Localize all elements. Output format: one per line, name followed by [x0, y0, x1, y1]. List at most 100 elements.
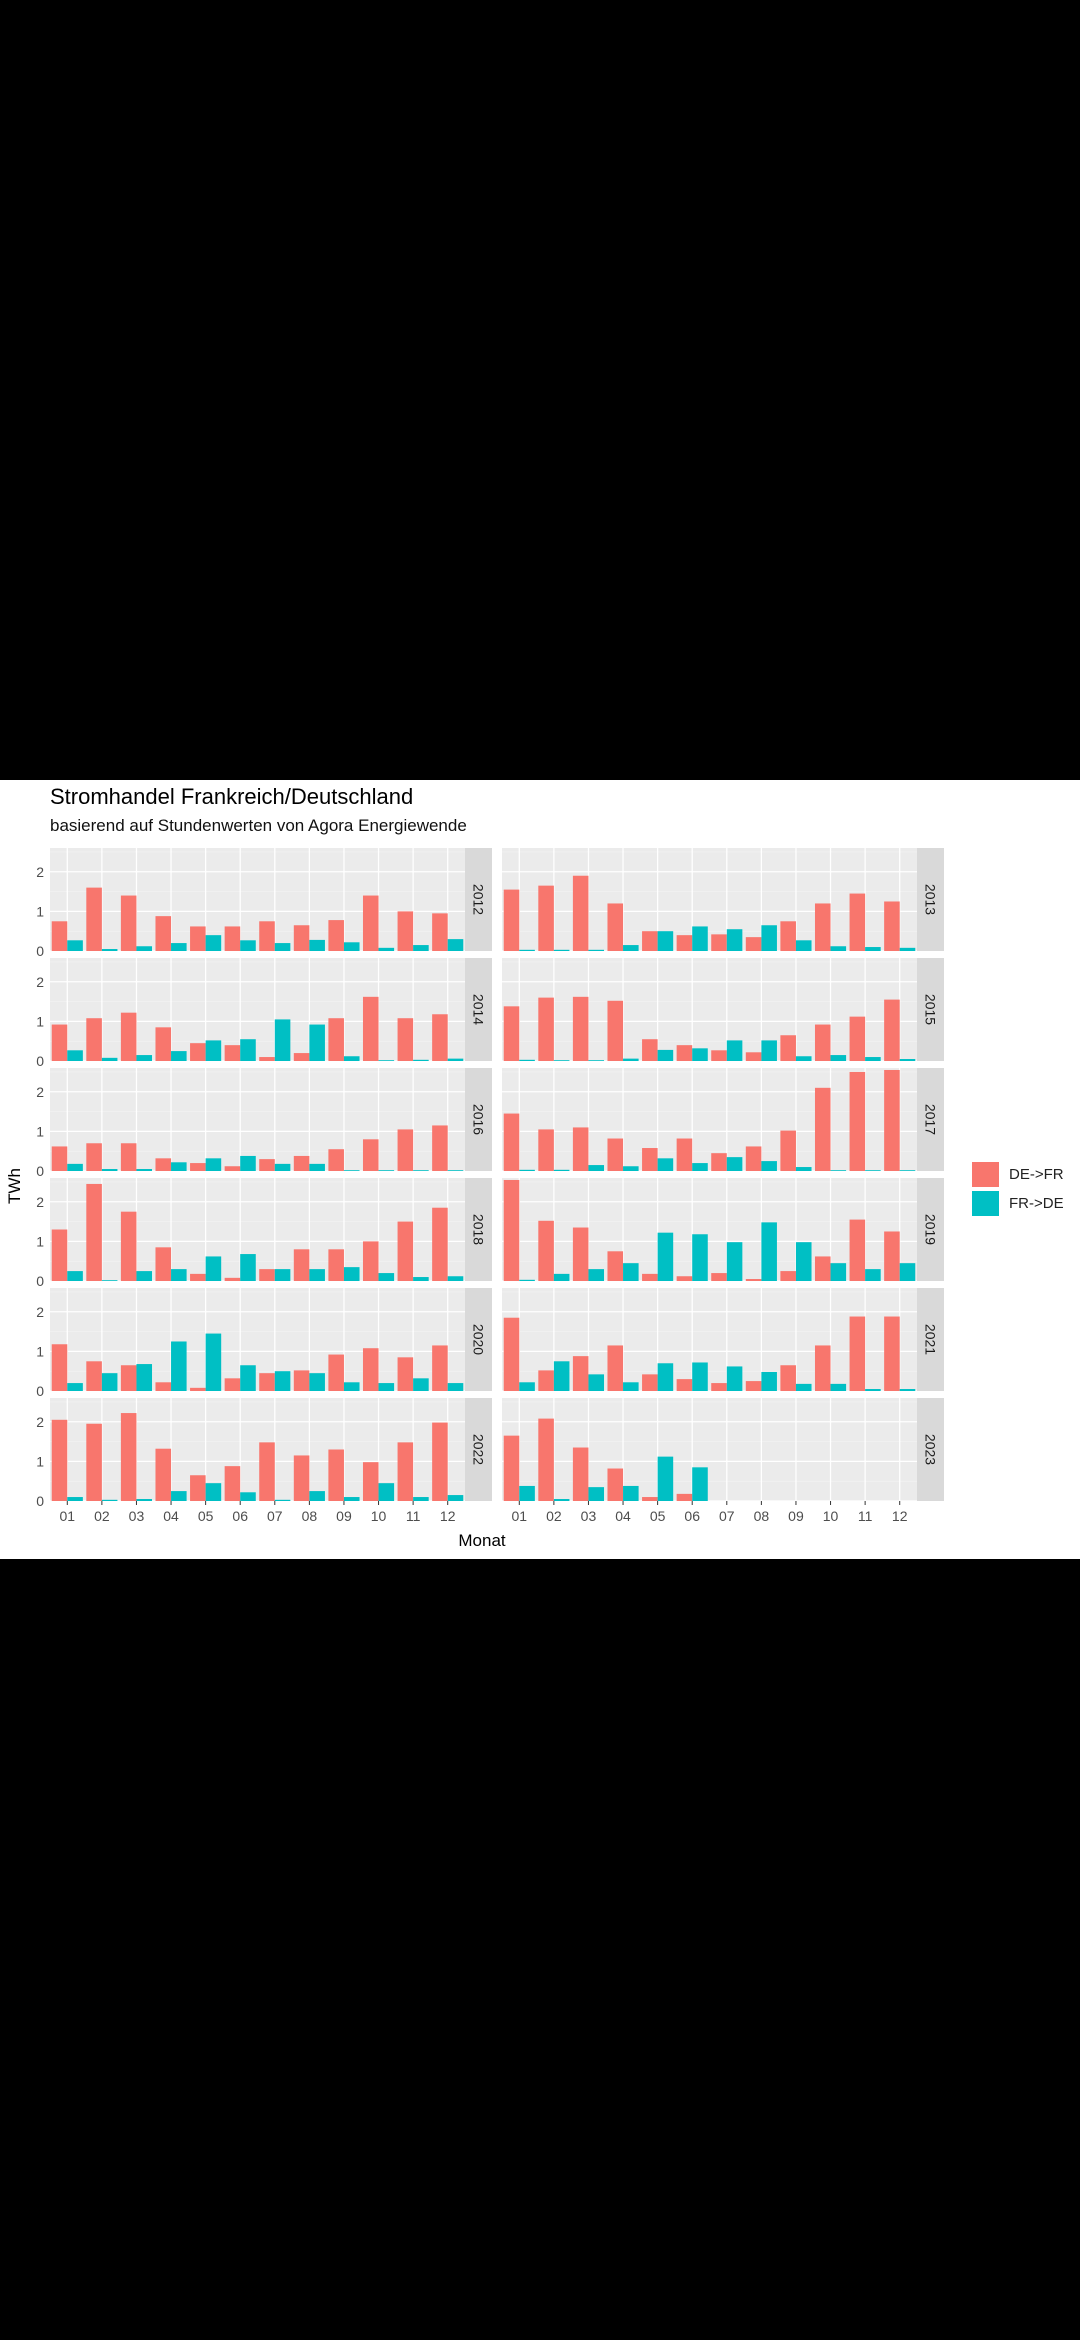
strip-2023	[917, 1398, 944, 1501]
x-tick-label: 04	[163, 1508, 179, 1524]
bar-2021-03-de-fr	[572, 1356, 589, 1391]
bar-2019-05-de-fr	[642, 1273, 658, 1281]
bar-2012-08-fr-de	[309, 939, 325, 951]
y-tick-label: 0	[36, 1053, 44, 1069]
legend-key-de-fr	[972, 1162, 999, 1187]
bar-2012-06-fr-de	[240, 940, 256, 951]
bar-2022-06-fr-de	[240, 1492, 256, 1501]
bar-2014-08-de-fr	[293, 1053, 310, 1061]
bar-2019-09-de-fr	[780, 1271, 796, 1281]
panel-2014	[50, 958, 465, 1061]
bar-2017-11-fr-de	[865, 1170, 881, 1171]
bar-2016-02-de-fr	[86, 1143, 102, 1171]
y-tick-label: 1	[36, 1453, 44, 1469]
bar-2015-08-fr-de	[761, 1040, 777, 1061]
bar-2017-02-de-fr	[538, 1129, 554, 1171]
y-tick-label: 0	[36, 943, 44, 959]
bar-2020-11-de-fr	[397, 1357, 414, 1391]
bar-2018-02-fr-de	[101, 1280, 118, 1281]
bar-2014-02-fr-de	[101, 1057, 118, 1061]
bar-2012-07-de-fr	[259, 921, 275, 951]
bar-2016-06-de-fr	[224, 1166, 241, 1171]
chart-title: Stromhandel Frankreich/Deutschland	[50, 784, 414, 809]
panel-2020	[50, 1288, 465, 1391]
bar-2016-07-fr-de	[274, 1163, 291, 1171]
bar-2014-08-fr-de	[309, 1024, 325, 1061]
bar-2018-09-de-fr	[328, 1249, 344, 1281]
bar-2022-06-de-fr	[224, 1466, 241, 1501]
bar-2019-07-fr-de	[726, 1242, 743, 1281]
bar-2013-09-fr-de	[795, 940, 812, 951]
x-tick-label: 08	[754, 1508, 770, 1524]
bar-2017-06-de-fr	[676, 1138, 693, 1171]
bar-2016-11-de-fr	[397, 1129, 414, 1171]
bar-2013-06-fr-de	[692, 926, 708, 951]
bar-2023-06-de-fr	[676, 1493, 693, 1501]
bar-2019-04-de-fr	[607, 1251, 624, 1281]
bar-2016-10-de-fr	[362, 1139, 379, 1171]
bar-2012-07-fr-de	[274, 943, 291, 951]
bar-2016-01-de-fr	[51, 1146, 68, 1171]
bar-2020-09-de-fr	[328, 1354, 344, 1391]
bar-2021-07-de-fr	[711, 1383, 727, 1391]
bar-2018-05-fr-de	[205, 1256, 222, 1281]
bar-2012-05-fr-de	[205, 935, 222, 951]
strip-2017	[917, 1068, 944, 1171]
bar-2020-12-de-fr	[432, 1345, 448, 1391]
bar-2022-05-de-fr	[190, 1475, 206, 1501]
bar-2018-07-de-fr	[259, 1269, 275, 1281]
bar-2013-07-de-fr	[711, 934, 727, 951]
panel-2022	[50, 1398, 465, 1501]
strip-2019	[917, 1178, 944, 1281]
bar-2023-02-de-fr	[538, 1418, 554, 1501]
bar-2019-09-fr-de	[795, 1242, 812, 1281]
bar-2022-12-fr-de	[447, 1495, 464, 1501]
bar-2012-02-de-fr	[86, 887, 102, 951]
bar-2022-10-fr-de	[378, 1483, 395, 1501]
bar-2022-03-fr-de	[136, 1499, 153, 1501]
strip-label-2018: 2018	[471, 1214, 487, 1245]
bar-2018-06-de-fr	[224, 1277, 241, 1281]
bar-2013-12-de-fr	[884, 901, 900, 951]
strip-2012	[465, 848, 492, 951]
x-tick-label: 02	[94, 1508, 110, 1524]
bar-2021-08-fr-de	[761, 1371, 777, 1391]
bar-2012-10-de-fr	[362, 895, 379, 951]
bar-2022-11-fr-de	[413, 1497, 429, 1501]
bar-2017-10-fr-de	[830, 1170, 847, 1171]
bar-2020-10-fr-de	[378, 1383, 395, 1391]
bar-2018-08-de-fr	[293, 1249, 310, 1281]
bar-2021-01-fr-de	[519, 1382, 535, 1391]
bar-2022-01-de-fr	[51, 1419, 68, 1501]
bar-2015-01-de-fr	[503, 1006, 520, 1061]
bar-2013-02-de-fr	[538, 885, 554, 951]
bar-2022-03-de-fr	[120, 1413, 137, 1501]
x-tick-label: 11	[406, 1508, 421, 1524]
bar-2018-12-fr-de	[447, 1276, 464, 1281]
y-axis-title: TWh	[5, 1168, 24, 1204]
bar-2021-10-de-fr	[814, 1345, 831, 1391]
bar-2017-09-fr-de	[795, 1167, 812, 1171]
bar-2014-05-de-fr	[190, 1043, 206, 1061]
bar-2014-03-de-fr	[120, 1012, 137, 1061]
bar-2014-09-de-fr	[328, 1018, 344, 1061]
bar-2020-12-fr-de	[447, 1383, 464, 1391]
bar-2021-06-fr-de	[692, 1362, 708, 1391]
strip-label-2016: 2016	[471, 1104, 487, 1135]
bar-2013-12-fr-de	[899, 947, 916, 951]
bar-2023-03-de-fr	[572, 1447, 589, 1501]
bar-2017-05-de-fr	[642, 1148, 658, 1171]
bar-2014-04-de-fr	[155, 1027, 172, 1061]
bar-2015-04-fr-de	[623, 1058, 639, 1061]
bar-2013-11-de-fr	[849, 893, 866, 951]
bar-2015-07-de-fr	[711, 1050, 727, 1061]
bar-2019-06-de-fr	[676, 1276, 693, 1281]
bar-2013-06-de-fr	[676, 935, 693, 951]
bar-2016-11-fr-de	[413, 1170, 429, 1171]
bar-2017-07-de-fr	[711, 1153, 727, 1171]
bar-2014-07-de-fr	[259, 1057, 275, 1061]
bar-2014-05-fr-de	[205, 1040, 222, 1061]
bar-2019-02-de-fr	[538, 1220, 554, 1281]
bar-2017-06-fr-de	[692, 1163, 708, 1171]
